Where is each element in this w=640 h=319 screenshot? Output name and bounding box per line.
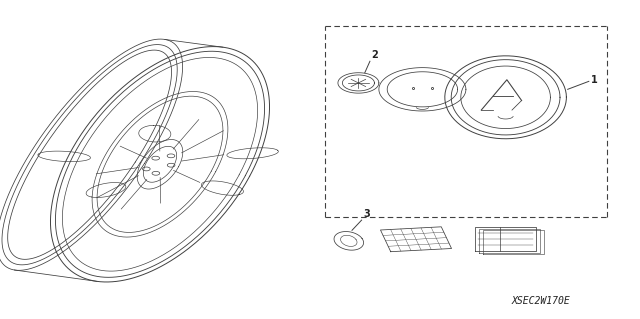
Text: XSEC2W170E: XSEC2W170E	[511, 296, 570, 306]
Text: 3: 3	[363, 209, 370, 219]
Text: 1: 1	[591, 75, 598, 85]
Text: 2: 2	[371, 50, 378, 60]
